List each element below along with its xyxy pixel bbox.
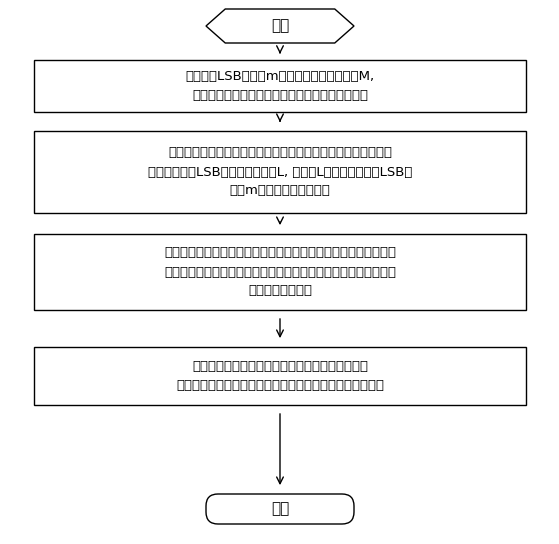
Text: 在所有的可嵌入点中，确定嵌入了水印信息的像素点，通过读取
这些像素点的LSB可以提取出序列L, 把序列L中相应值的原始LSB的
最后m个像素点替换回去；: 在所有的可嵌入点中，确定嵌入了水印信息的像素点，通过读取 这些像素点的LSB可以… (148, 146, 412, 197)
Text: 开始: 开始 (271, 18, 289, 34)
Text: 通过读取LSB最后的m个像素点提取位置地图M,
根据位置地图，确定嵌入端被修改过的可嵌入点；: 通过读取LSB最后的m个像素点提取位置地图M, 根据位置地图，确定嵌入端被修改过… (186, 70, 375, 102)
FancyBboxPatch shape (206, 494, 354, 524)
Polygon shape (206, 9, 354, 43)
Bar (34, 347, 526, 405)
Text: 结束: 结束 (271, 502, 289, 516)
Bar (34, 60, 526, 112)
Bar (34, 234, 526, 310)
Text: 计算每个像素点的预测误差的平均值和嵌入的水印
信息比特数，此时容易在解码端恢复出该像素点的原始值。: 计算每个像素点的预测误差的平均值和嵌入的水印 信息比特数，此时容易在解码端恢复出… (176, 360, 384, 392)
Text: 计算图像中所有像素点的像素预测值的预测误差和前向方差，选择
适当的门限值，如果前向方差大于门限值则保持该像素点值不变，
否则执行下一步；: 计算图像中所有像素点的像素预测值的预测误差和前向方差，选择 适当的门限值，如果前… (164, 246, 396, 298)
Bar (34, 131, 526, 213)
